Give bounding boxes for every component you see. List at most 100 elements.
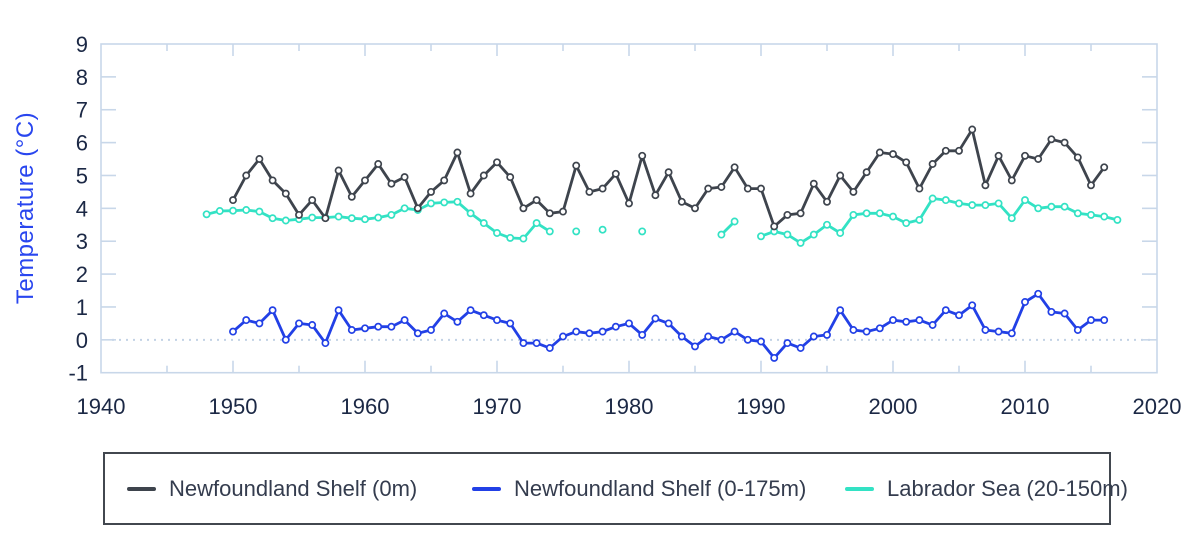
y-tick-label-1: 1 xyxy=(76,295,88,320)
data-point-marker xyxy=(334,166,343,175)
data-point-marker xyxy=(730,217,739,226)
data-point-marker xyxy=(1073,209,1082,218)
data-point-marker xyxy=(796,238,805,247)
data-point-marker xyxy=(281,189,290,198)
axis-ticks xyxy=(101,44,1157,373)
data-point-marker xyxy=(1007,214,1016,223)
data-point-marker xyxy=(268,306,277,315)
data-point-marker xyxy=(611,322,620,331)
data-point-marker xyxy=(1034,155,1043,163)
data-point-marker xyxy=(809,230,818,239)
data-point-marker xyxy=(400,316,409,325)
legend-item-labrador-sea-20-150m[interactable]: Labrador Sea (20-150m) xyxy=(845,476,1128,502)
y-tick-label-6: 6 xyxy=(76,131,88,156)
data-point-marker xyxy=(968,201,977,210)
data-point-marker xyxy=(783,210,792,219)
data-point-marker xyxy=(493,158,501,167)
data-point-marker xyxy=(268,176,277,185)
data-point-marker xyxy=(691,342,699,351)
data-point-marker xyxy=(387,210,396,219)
legend-item-newfoundland-shelf-0-175m[interactable]: Newfoundland Shelf (0-175m) xyxy=(472,476,806,502)
data-point-marker xyxy=(347,214,356,223)
data-point-marker xyxy=(902,219,911,228)
data-point-marker xyxy=(308,321,317,329)
data-point-marker xyxy=(268,214,277,223)
data-point-marker xyxy=(849,326,858,334)
data-point-marker xyxy=(1100,212,1109,221)
data-point-marker xyxy=(770,353,779,362)
data-point-marker xyxy=(295,210,303,219)
y-tick-label--1: -1 xyxy=(68,361,88,386)
series-newfoundland-shelf-0-175m xyxy=(229,289,1109,362)
series-line xyxy=(759,197,1119,245)
legend-swatch-labrador-sea-20-150m xyxy=(845,486,874,491)
data-point-marker xyxy=(849,210,858,219)
data-point-marker xyxy=(506,233,515,242)
data-point-marker xyxy=(453,317,462,326)
data-point-marker xyxy=(955,146,963,155)
data-point-marker xyxy=(242,171,251,180)
data-point-marker xyxy=(1060,309,1069,318)
data-point-marker xyxy=(611,169,620,178)
data-point-marker xyxy=(1100,163,1109,172)
data-point-marker xyxy=(770,222,779,231)
data-point-marker xyxy=(559,207,567,216)
data-point-marker xyxy=(229,327,237,336)
data-point-marker xyxy=(994,327,1003,336)
data-point-marker xyxy=(413,204,422,213)
data-point-marker xyxy=(242,206,251,214)
data-point-marker xyxy=(757,184,765,193)
series-newfoundland-shelf-0m xyxy=(229,125,1109,231)
data-point-marker xyxy=(809,179,818,188)
data-point-marker xyxy=(902,317,911,326)
legend-item-newfoundland-shelf-0m[interactable]: Newfoundland Shelf (0m) xyxy=(127,476,417,502)
data-point-marker xyxy=(823,220,831,229)
data-point-marker xyxy=(625,319,633,328)
data-point-marker xyxy=(730,327,739,336)
data-point-marker xyxy=(704,332,713,341)
data-point-marker xyxy=(1087,210,1095,219)
data-point-marker xyxy=(413,329,422,338)
data-point-marker xyxy=(928,321,937,329)
data-point-marker xyxy=(915,316,924,325)
data-point-marker xyxy=(875,209,884,218)
data-point-marker xyxy=(532,339,541,348)
data-point-marker xyxy=(625,199,633,208)
data-point-marker xyxy=(532,219,541,228)
data-point-marker xyxy=(215,207,224,215)
data-point-marker xyxy=(229,196,237,205)
data-point-marker xyxy=(400,173,409,182)
data-point-marker xyxy=(862,168,871,177)
data-point-marker xyxy=(519,204,528,213)
data-point-marker xyxy=(585,329,594,338)
data-point-marker xyxy=(1073,153,1082,162)
data-point-marker xyxy=(994,199,1003,208)
data-point-marker xyxy=(757,337,765,346)
data-point-marker xyxy=(968,125,977,134)
data-point-marker xyxy=(823,330,831,339)
data-point-marker xyxy=(506,319,515,328)
data-point-marker xyxy=(889,316,897,325)
data-point-marker xyxy=(427,326,435,334)
data-point-marker xyxy=(585,187,594,196)
data-point-marker xyxy=(400,204,409,213)
data-point-marker xyxy=(717,230,726,239)
data-point-marker xyxy=(466,189,475,198)
data-point-marker xyxy=(479,171,488,180)
data-point-marker xyxy=(572,161,581,170)
data-point-marker xyxy=(1087,181,1095,190)
x-tick-label-2020: 2020 xyxy=(1133,394,1182,419)
data-point-marker xyxy=(532,196,541,205)
data-point-marker xyxy=(783,230,792,239)
x-tick-label-2010: 2010 xyxy=(1001,394,1050,419)
data-point-marker xyxy=(809,332,818,341)
data-point-marker xyxy=(519,234,528,243)
x-tick-label-1960: 1960 xyxy=(341,394,390,419)
data-point-marker xyxy=(651,191,660,200)
data-point-marker xyxy=(598,327,607,336)
y-axis-title: Temperature (°C) xyxy=(12,111,39,305)
data-point-marker xyxy=(1060,138,1069,147)
data-point-marker xyxy=(1047,307,1056,316)
y-tick-label-7: 7 xyxy=(76,98,88,123)
